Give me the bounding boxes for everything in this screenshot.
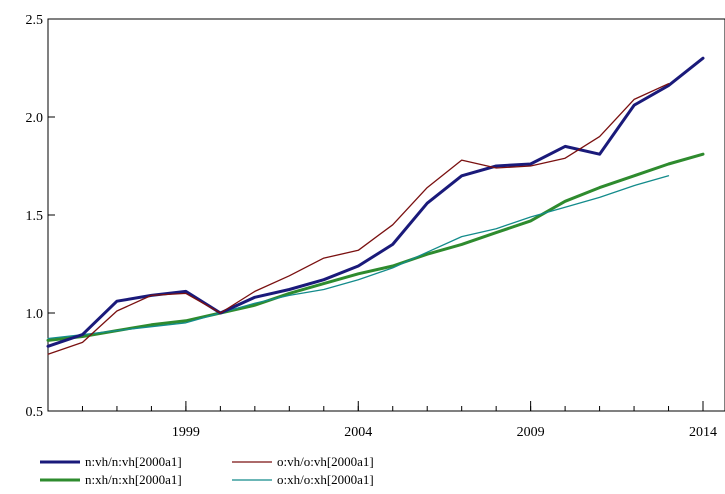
series-line-0 [46, 56, 705, 348]
x-tick-label: 1999 [172, 425, 200, 440]
series-line-3 [47, 175, 670, 340]
y-tick-label: 2.5 [26, 13, 44, 28]
x-tick-label: 2004 [344, 425, 372, 440]
series-lines [46, 56, 705, 355]
legend-label-3: o:xh/o:xh[2000a1] [277, 472, 374, 487]
y-tick-label: 1.0 [26, 307, 44, 322]
series-line-2 [46, 152, 705, 342]
plot-frame [47, 18, 725, 412]
x-tick-label: 2009 [517, 425, 545, 440]
legend: n:vh/n:vh[2000a1] o:vh/o:vh[2000a1] n:xh/n… [40, 454, 374, 487]
x-tick-label: 2014 [689, 425, 717, 440]
y-tick-label: 2.0 [26, 111, 44, 126]
y-tick-label: 0.5 [26, 405, 44, 420]
legend-label-1: o:vh/o:vh[2000a1] [277, 454, 374, 469]
y-axis: 0.5 1.0 1.5 2.0 2.5 [26, 13, 55, 420]
legend-label-2: n:xh/n:xh[2000a1] [85, 472, 182, 487]
x-axis: 1999 2004 2009 2014 [47, 401, 717, 440]
series-line-1 [47, 83, 670, 355]
y-tick-label: 1.5 [26, 209, 44, 224]
legend-label-0: n:vh/n:vh[2000a1] [85, 454, 182, 469]
